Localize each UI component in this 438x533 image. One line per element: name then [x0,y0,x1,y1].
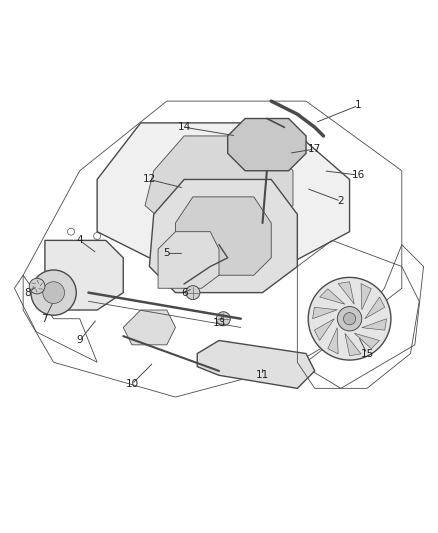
Text: 17: 17 [308,144,321,154]
Text: 1: 1 [355,100,362,110]
Text: 2: 2 [338,196,344,206]
Text: 7: 7 [42,314,48,324]
Polygon shape [145,136,293,232]
Text: 4: 4 [76,236,83,245]
Text: 13: 13 [212,318,226,328]
Polygon shape [365,297,385,319]
Text: 10: 10 [125,379,138,389]
Text: 6: 6 [181,288,187,297]
Polygon shape [228,118,306,171]
Polygon shape [97,123,350,266]
Polygon shape [45,240,123,310]
Circle shape [216,312,230,326]
Polygon shape [158,232,219,288]
Polygon shape [149,180,297,293]
Text: 5: 5 [163,248,170,259]
Polygon shape [361,284,371,310]
Text: 8: 8 [24,288,31,297]
Polygon shape [176,197,271,275]
Polygon shape [123,310,176,345]
Text: 12: 12 [143,174,156,184]
Polygon shape [314,319,334,341]
Circle shape [31,270,76,315]
Circle shape [186,286,200,300]
Circle shape [43,282,64,303]
Text: 14: 14 [177,122,191,132]
Circle shape [29,278,45,294]
Circle shape [337,306,362,331]
Circle shape [343,313,356,325]
Polygon shape [197,341,315,389]
Text: 9: 9 [76,335,83,345]
Polygon shape [338,282,354,304]
Polygon shape [354,333,379,349]
Polygon shape [362,319,387,330]
Polygon shape [320,289,345,304]
Polygon shape [313,308,337,319]
Polygon shape [345,333,361,356]
Text: 16: 16 [352,170,365,180]
Circle shape [308,277,391,360]
Text: 15: 15 [360,349,374,359]
Text: 11: 11 [256,370,269,381]
Polygon shape [328,328,338,354]
